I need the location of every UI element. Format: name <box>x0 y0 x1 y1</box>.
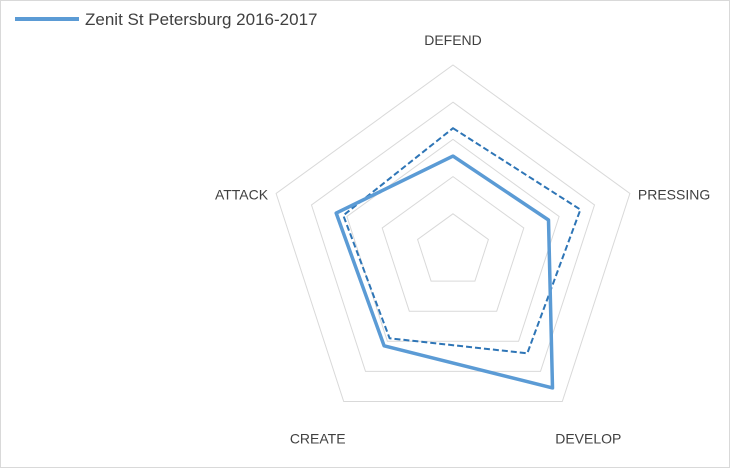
grid-ring-1 <box>417 213 489 282</box>
axis-label-attack: ATTACK <box>215 187 269 203</box>
grid-ring-5 <box>275 64 631 402</box>
grid-ring-3 <box>346 138 560 342</box>
axis-label-defend: DEFEND <box>424 32 482 48</box>
radar-series-layer <box>334 127 582 390</box>
grid-ring-2 <box>381 175 525 312</box>
axis-label-develop: DEVELOP <box>555 431 621 447</box>
grid-ring-4 <box>310 101 596 372</box>
axis-labels: DEFEND PRESSING DEVELOP CREATE ATTACK <box>215 32 710 447</box>
legend: Zenit St Petersburg 2016-2017 <box>15 10 317 29</box>
radar-grid <box>275 64 631 402</box>
series-0-solid-line <box>334 154 555 390</box>
legend-label: Zenit St Petersburg 2016-2017 <box>85 10 317 29</box>
axis-label-pressing: PRESSING <box>638 187 710 203</box>
axis-label-create: CREATE <box>290 431 346 447</box>
